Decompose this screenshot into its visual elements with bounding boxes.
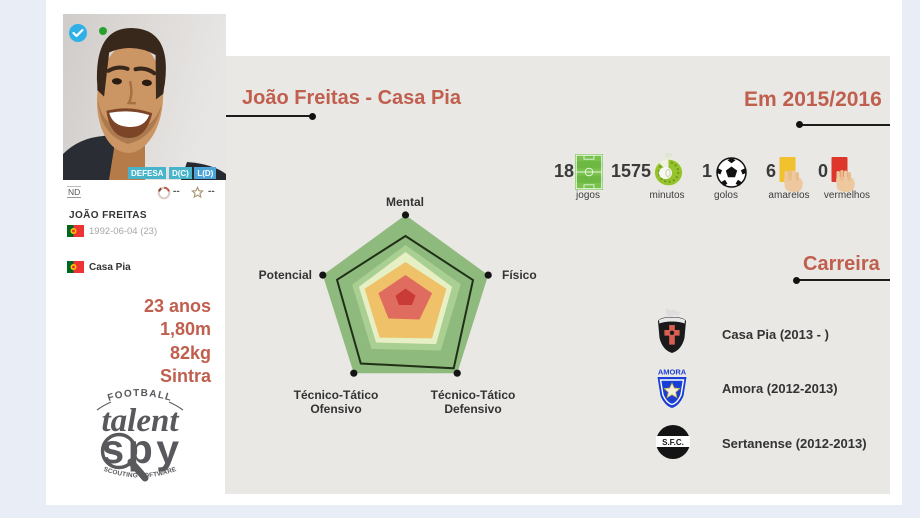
svg-text:talent: talent [101,403,179,439]
svg-text:AMORA: AMORA [658,368,687,377]
svg-text:FOOTBALL: FOOTBALL [106,388,173,404]
svg-text:S.F.C.: S.F.C. [662,438,684,447]
